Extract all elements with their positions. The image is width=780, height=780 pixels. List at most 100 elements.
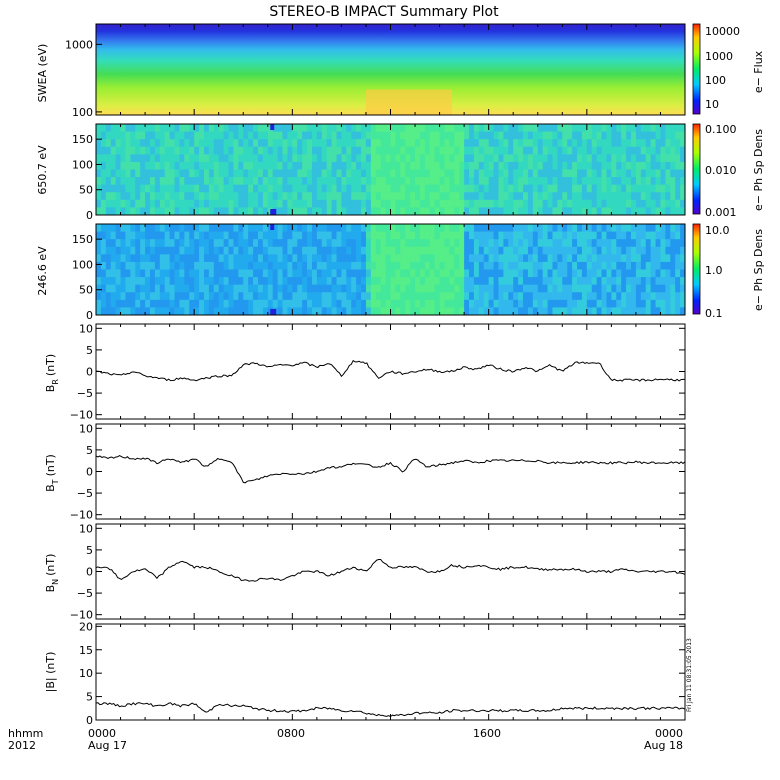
pad246-pixel — [523, 261, 529, 270]
pad650-pixel — [145, 177, 151, 186]
pad650-pixel — [385, 184, 391, 193]
pad246-pixel — [307, 277, 313, 286]
pad650-pixel — [331, 192, 338, 201]
pad650-pixel — [523, 161, 529, 170]
pad650-pixel — [267, 161, 274, 170]
pad246-pixel — [272, 246, 279, 255]
pad650-pixel — [562, 124, 568, 133]
pad650-pixel — [120, 139, 126, 148]
pad246-pixel — [292, 224, 298, 233]
pad650-pixel — [631, 184, 637, 193]
pad650-pixel — [218, 199, 225, 208]
pad246-pixel — [591, 269, 598, 278]
pad650-pixel — [120, 146, 126, 155]
pad650-pixel — [120, 177, 126, 186]
pad246-pixel — [616, 239, 622, 248]
pad650-pixel — [527, 154, 534, 163]
pad650-pixel — [424, 139, 431, 148]
pad650-pixel — [208, 124, 215, 133]
pad246-pixel — [665, 261, 671, 270]
pad650-pixel — [577, 177, 583, 186]
pad246-pixel — [356, 231, 362, 240]
pad650-pixel — [567, 192, 573, 201]
pad246-pixel — [213, 284, 220, 293]
pad650-pixel — [199, 146, 205, 155]
pad650-pixel — [478, 131, 485, 140]
pad246-pixel — [370, 261, 377, 270]
pad246-pixel — [262, 277, 269, 286]
pad246-pixel — [459, 231, 465, 240]
y-tick-label: 10 — [79, 422, 93, 435]
pad246-pixel — [159, 299, 166, 308]
pad650-pixel — [537, 207, 544, 216]
pad650-pixel — [154, 207, 161, 216]
pad246-pixel — [616, 254, 622, 263]
pad246-pixel — [567, 246, 573, 255]
pad650-pixel — [223, 146, 230, 155]
pad246-pixel — [115, 224, 122, 233]
pad650-pixel — [670, 207, 676, 216]
pad650-pixel — [365, 146, 372, 155]
pad246-pixel — [341, 307, 347, 316]
pad246-pixel — [552, 292, 558, 301]
pad650-pixel — [410, 161, 416, 170]
pad650-pixel — [606, 199, 612, 208]
pad246-pixel — [203, 299, 210, 308]
pad246-pixel — [626, 239, 632, 248]
pad246-pixel — [199, 307, 205, 316]
pad650-pixel — [380, 146, 387, 155]
pad246-pixel — [272, 277, 279, 286]
pad246-pixel — [670, 292, 676, 301]
pad246-pixel — [316, 307, 323, 316]
pad650-pixel — [591, 169, 598, 178]
pad650-pixel — [680, 139, 686, 148]
pad650-pixel — [203, 169, 210, 178]
pad650-pixel — [400, 169, 406, 178]
pad246-pixel — [478, 269, 485, 278]
pad246-pixel — [493, 307, 499, 316]
pad650-pixel — [105, 154, 112, 163]
generation-stamp: Fri Jan 11 08:31:05 2013 — [686, 638, 693, 712]
pad650-pixel — [199, 161, 205, 170]
pad246-pixel — [307, 284, 313, 293]
pad246-pixel — [591, 299, 598, 308]
pad246-pixel — [493, 277, 499, 286]
pad246-pixel — [493, 299, 499, 308]
panel-frame — [95, 423, 686, 520]
pad650-pixel — [626, 124, 632, 133]
pad650-pixel — [621, 154, 627, 163]
pad246-pixel — [149, 239, 156, 248]
pad650-pixel — [390, 146, 396, 155]
colorbar-swea-tick: 1000 — [705, 50, 733, 63]
pad246-pixel — [105, 284, 112, 293]
pad246-pixel — [616, 277, 622, 286]
pad246-pixel — [208, 231, 215, 240]
pad246-pixel — [96, 284, 102, 293]
pad650-pixel — [297, 161, 303, 170]
pad650-pixel — [174, 192, 180, 201]
pad246-pixel — [557, 231, 563, 240]
pad246-pixel — [385, 231, 391, 240]
pad246-pixel — [581, 224, 588, 233]
pad246-pixel — [513, 239, 519, 248]
pad650-pixel — [164, 124, 171, 133]
pad650-pixel — [390, 199, 396, 208]
pad246-pixel — [154, 269, 161, 278]
pad246-pixel — [434, 284, 441, 293]
pad246-pixel — [125, 246, 131, 255]
pad650-pixel — [601, 146, 607, 155]
pad650-pixel — [272, 199, 279, 208]
pad246-pixel — [675, 261, 681, 270]
pad246-pixel — [105, 299, 112, 308]
pad246-pixel — [670, 277, 676, 286]
pad650-pixel — [341, 199, 347, 208]
pad650-pixel — [145, 169, 151, 178]
pad650-pixel — [635, 146, 642, 155]
pad650-pixel — [680, 154, 686, 163]
pad650-pixel — [532, 139, 539, 148]
pad246-pixel — [542, 231, 549, 240]
pad246-pixel — [660, 246, 666, 255]
pad246-pixel — [159, 254, 166, 263]
pad246-pixel — [356, 299, 362, 308]
pad650-pixel — [419, 169, 426, 178]
